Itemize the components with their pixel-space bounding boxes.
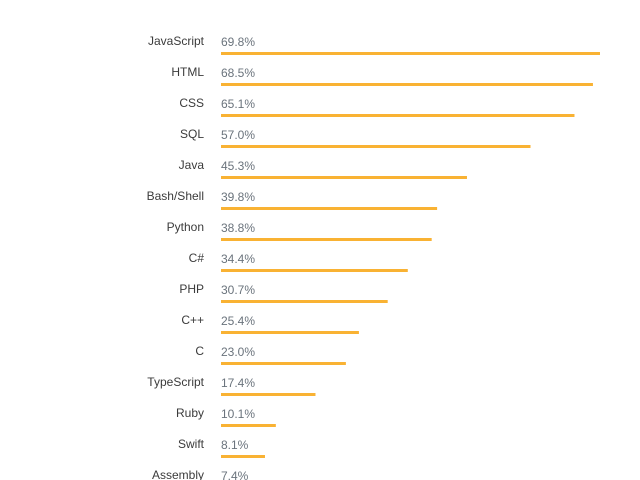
bar bbox=[221, 52, 600, 55]
bar bbox=[221, 362, 346, 365]
value-label: 8.1% bbox=[221, 438, 249, 452]
bar bbox=[221, 269, 408, 272]
value-label: 45.3% bbox=[221, 159, 255, 173]
bar bbox=[221, 238, 432, 241]
category-label: JavaScript bbox=[148, 34, 205, 48]
category-label: C++ bbox=[181, 313, 204, 327]
category-label: Java bbox=[179, 158, 205, 172]
bar bbox=[221, 83, 593, 86]
category-label: C# bbox=[189, 251, 205, 265]
value-label: 10.1% bbox=[221, 407, 255, 421]
value-label: 17.4% bbox=[221, 376, 255, 390]
value-label: 38.8% bbox=[221, 221, 255, 235]
bar bbox=[221, 455, 265, 458]
category-label: SQL bbox=[180, 127, 204, 141]
value-label: 39.8% bbox=[221, 190, 255, 204]
bar bbox=[221, 207, 438, 210]
bar bbox=[221, 176, 467, 179]
value-label: 7.4% bbox=[221, 469, 249, 480]
category-label: Ruby bbox=[176, 406, 204, 420]
category-label: CSS bbox=[179, 96, 204, 110]
bar bbox=[221, 424, 276, 427]
value-label: 25.4% bbox=[221, 314, 255, 328]
category-label: TypeScript bbox=[147, 375, 204, 389]
category-label: HTML bbox=[171, 65, 204, 79]
value-label: 23.0% bbox=[221, 345, 255, 359]
bar bbox=[221, 331, 359, 334]
value-label: 34.4% bbox=[221, 252, 255, 266]
category-label: Bash/Shell bbox=[147, 189, 204, 203]
category-label: C bbox=[195, 344, 204, 358]
category-label: Assembly bbox=[152, 468, 204, 480]
value-label: 65.1% bbox=[221, 97, 255, 111]
category-label: PHP bbox=[179, 282, 204, 296]
bar bbox=[221, 393, 316, 396]
bar bbox=[221, 114, 575, 117]
value-label: 69.8% bbox=[221, 35, 255, 49]
category-label: Python bbox=[167, 220, 204, 234]
value-label: 30.7% bbox=[221, 283, 255, 297]
bar bbox=[221, 145, 531, 148]
bar bbox=[221, 300, 388, 303]
value-label: 68.5% bbox=[221, 66, 255, 80]
category-label: Swift bbox=[178, 437, 205, 451]
value-label: 57.0% bbox=[221, 128, 255, 142]
